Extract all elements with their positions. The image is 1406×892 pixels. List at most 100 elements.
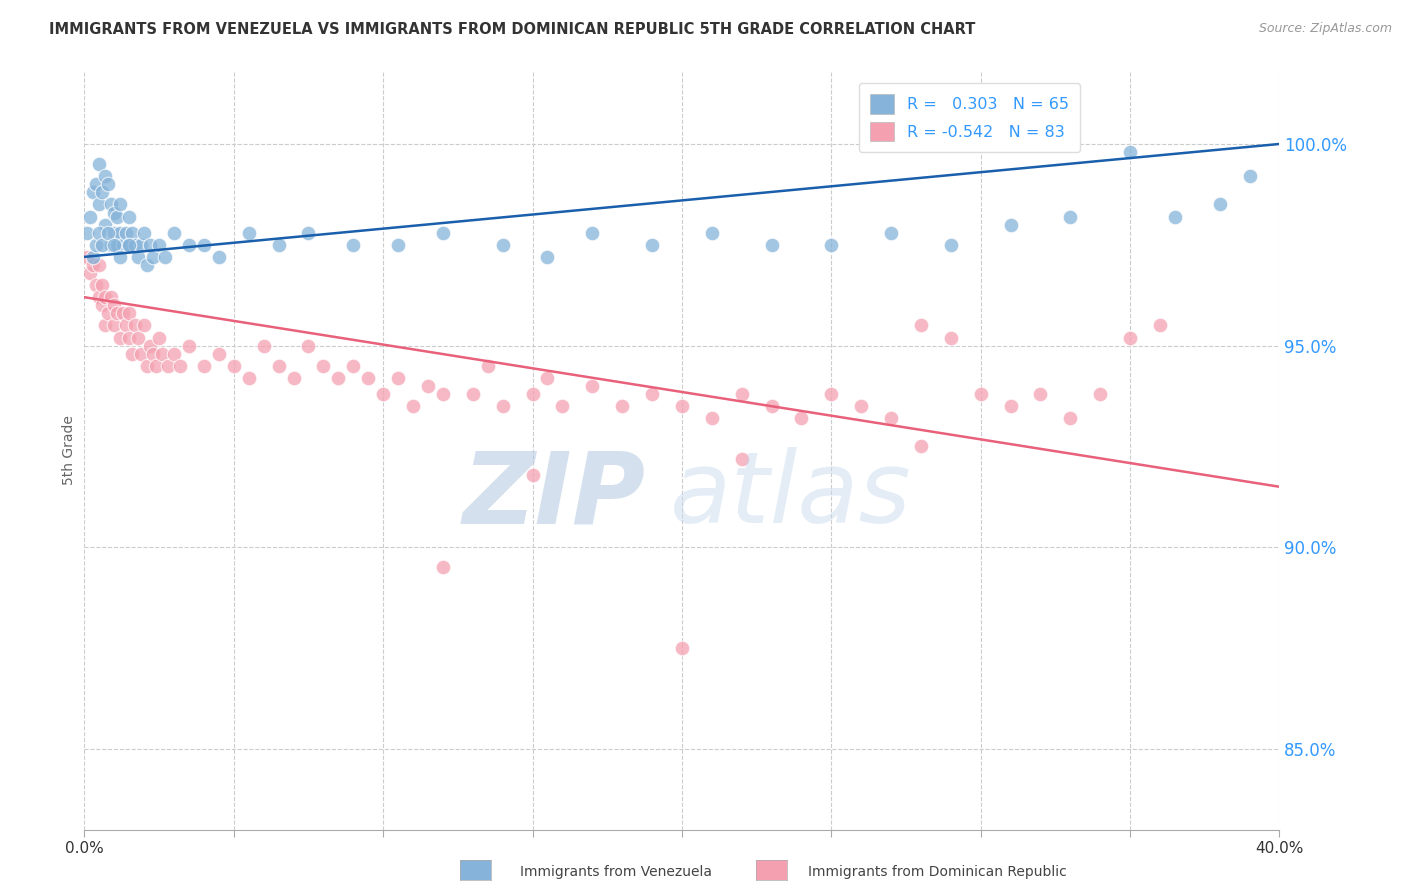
Point [297, 338, 319, 352]
Text: IMMIGRANTS FROM VENEZUELA VS IMMIGRANTS FROM DOMINICAN REPUBLIC 5TH GRADE CORREL: IMMIGRANTS FROM VENEZUELA VS IMMIGRANTS … [49, 22, 976, 37]
Point [115, 226, 138, 240]
Point [492, 399, 515, 413]
Point [536, 250, 558, 264]
Point [100, 197, 122, 211]
Point [79, 266, 101, 280]
Point [1209, 197, 1232, 211]
Point [910, 439, 932, 453]
Point [91, 237, 114, 252]
Point [148, 330, 170, 344]
Point [761, 399, 783, 413]
Text: Immigrants from Venezuela: Immigrants from Venezuela [520, 865, 713, 880]
Point [671, 641, 693, 656]
Point [536, 371, 558, 385]
Point [124, 237, 146, 252]
Point [89, 226, 111, 240]
Point [157, 359, 180, 373]
Point [89, 290, 111, 304]
Point [112, 237, 135, 252]
Point [110, 330, 132, 344]
Point [700, 226, 723, 240]
Point [139, 338, 162, 352]
Point [136, 359, 159, 373]
Point [267, 237, 290, 252]
Text: ZIP: ZIP [463, 448, 647, 544]
Point [1000, 218, 1022, 232]
Point [1164, 210, 1187, 224]
Point [461, 387, 484, 401]
Point [97, 226, 120, 240]
Point [1029, 387, 1052, 401]
Point [142, 250, 165, 264]
Point [297, 226, 319, 240]
Point [105, 237, 128, 252]
Point [641, 237, 664, 252]
Point [112, 306, 135, 320]
Point [373, 387, 395, 401]
Text: atlas: atlas [671, 448, 911, 544]
Point [94, 318, 117, 333]
Point [94, 290, 117, 304]
Point [1119, 330, 1142, 344]
Point [880, 411, 903, 425]
Point [103, 237, 125, 252]
Point [118, 330, 141, 344]
Point [118, 210, 141, 224]
Point [89, 197, 111, 211]
Point [82, 186, 104, 200]
Point [1090, 387, 1112, 401]
Point [193, 237, 215, 252]
Point [86, 178, 108, 192]
Point [1059, 210, 1081, 224]
Point [148, 237, 170, 252]
Point [581, 226, 603, 240]
Point [880, 226, 903, 240]
Point [94, 169, 117, 184]
Point [127, 250, 149, 264]
Point [387, 371, 409, 385]
Point [132, 226, 156, 240]
Point [238, 371, 260, 385]
Point [105, 210, 128, 224]
Point [910, 318, 932, 333]
Point [820, 387, 842, 401]
Point [79, 210, 101, 224]
Point [193, 359, 215, 373]
Point [145, 359, 167, 373]
Point [761, 237, 783, 252]
Point [432, 226, 454, 240]
Point [91, 278, 114, 293]
Point [1000, 399, 1022, 413]
Point [939, 237, 962, 252]
Point [118, 237, 141, 252]
Point [551, 399, 574, 413]
Point [163, 346, 186, 360]
Point [1149, 318, 1171, 333]
Point [115, 318, 138, 333]
Point [163, 226, 186, 240]
Point [97, 178, 120, 192]
Point [1119, 145, 1142, 159]
Point [89, 157, 111, 171]
Point [312, 359, 335, 373]
Text: Source: ZipAtlas.com: Source: ZipAtlas.com [1258, 22, 1392, 36]
Point [110, 250, 132, 264]
Point [222, 359, 245, 373]
Point [121, 346, 143, 360]
Point [820, 237, 842, 252]
Point [267, 359, 290, 373]
Point [522, 387, 544, 401]
Point [357, 371, 380, 385]
Point [177, 338, 200, 352]
Point [76, 226, 98, 240]
Point [432, 387, 454, 401]
Point [82, 250, 104, 264]
Point [492, 237, 515, 252]
Point [100, 237, 122, 252]
Point [124, 318, 146, 333]
Point [150, 346, 173, 360]
Point [283, 371, 305, 385]
Point [253, 338, 276, 352]
Point [89, 258, 111, 272]
Point [238, 226, 260, 240]
